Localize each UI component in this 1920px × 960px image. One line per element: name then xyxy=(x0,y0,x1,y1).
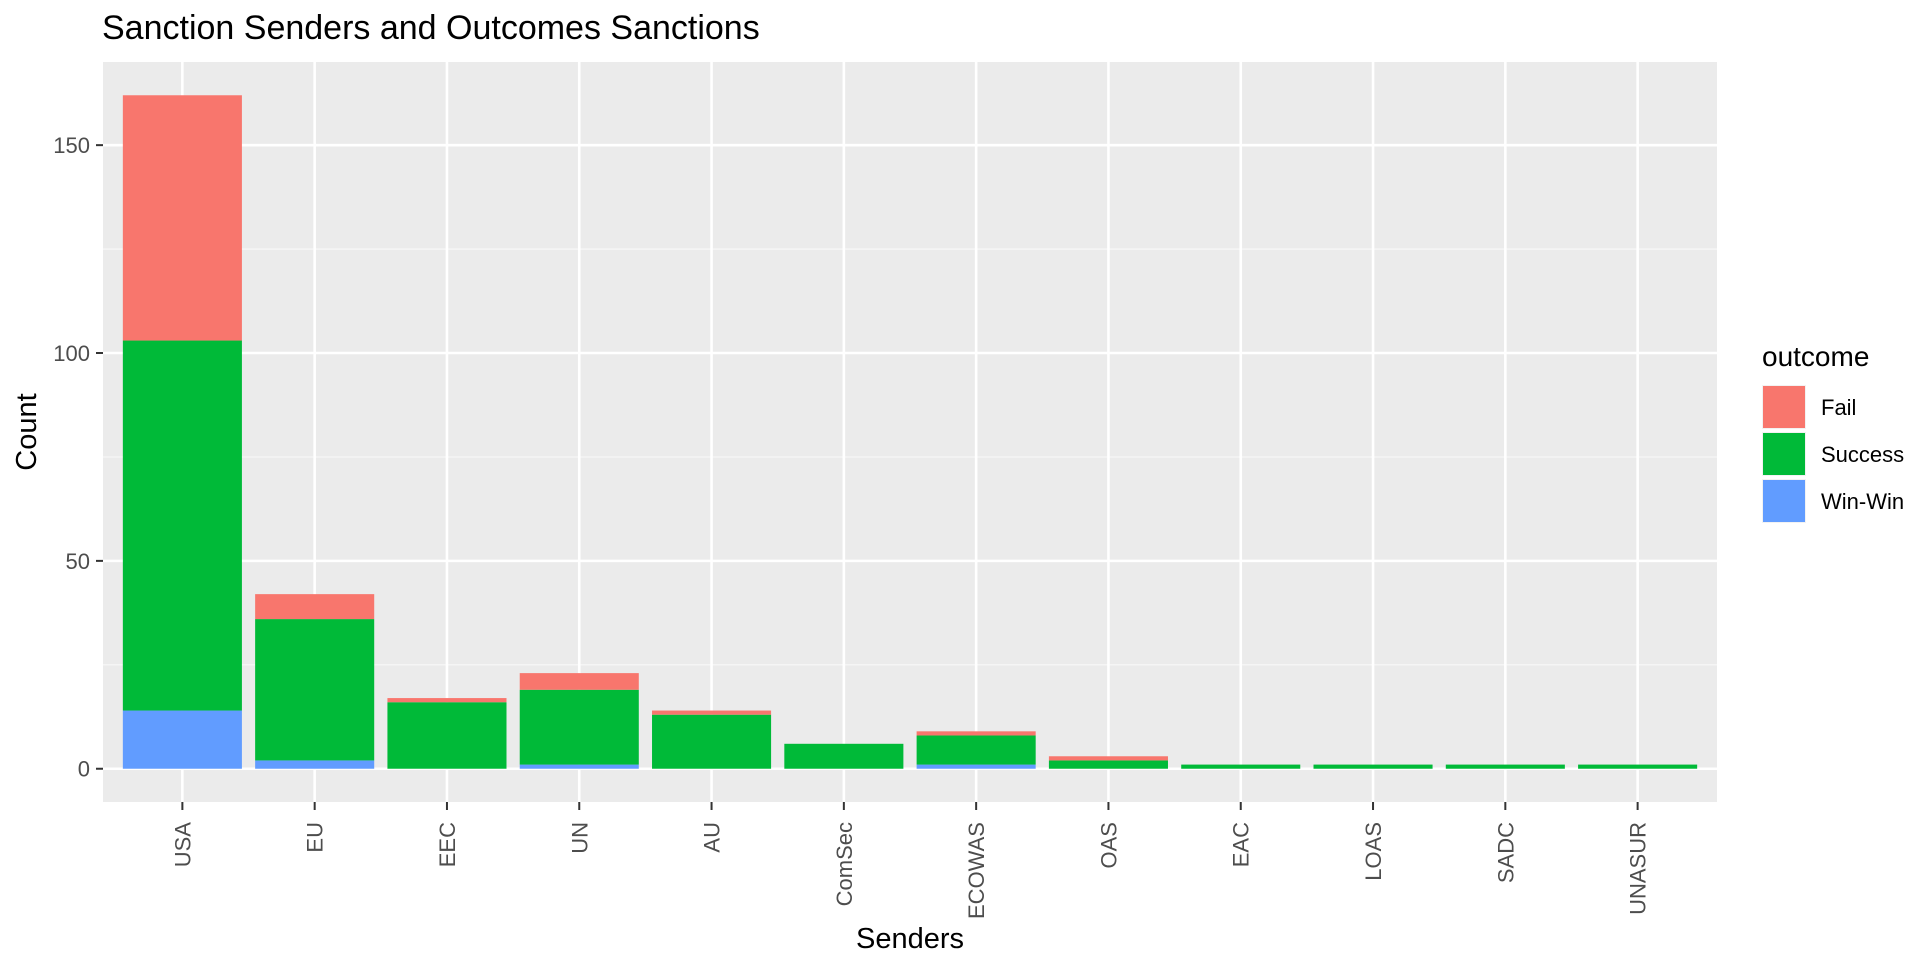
bar-au-success xyxy=(652,714,772,769)
axes: 0 50 100 150 USA EU EEC UN AU ComSec ECOWAS OAS EAC L… xyxy=(53,133,1650,919)
bar-oas-fail xyxy=(1048,756,1168,761)
bar-eec-success xyxy=(387,702,507,769)
legend-title: outcome xyxy=(1762,341,1869,372)
legend-label-fail: Fail xyxy=(1821,395,1856,420)
x-tick-label: LOAS xyxy=(1361,822,1386,881)
legend-items: Fail Success Win-Win xyxy=(1762,385,1904,523)
bar-eec-fail xyxy=(387,698,507,703)
y-tick-label: 150 xyxy=(53,133,90,158)
bar-usa-win-win xyxy=(122,710,242,769)
bar-un-win-win xyxy=(519,764,639,769)
x-tick-label: UN xyxy=(567,822,592,854)
bar-ecowas-success xyxy=(916,735,1036,765)
bar-un-success xyxy=(519,689,639,765)
x-tick-label: ComSec xyxy=(832,822,857,906)
x-tick-label: UNASUR xyxy=(1626,822,1651,915)
bars xyxy=(122,95,1698,769)
legend-swatch-win-win xyxy=(1763,480,1805,522)
bar-eu-fail xyxy=(255,594,375,620)
y-tick-label: 0 xyxy=(78,757,90,782)
x-tick-label: EAC xyxy=(1229,822,1254,867)
bar-comsec-success xyxy=(784,743,904,769)
y-axis-title: Count xyxy=(11,393,43,470)
bar-eu-success xyxy=(255,619,375,761)
legend-swatch-fail xyxy=(1763,386,1805,428)
bar-eu-win-win xyxy=(255,760,375,769)
bar-oas-success xyxy=(1048,760,1168,769)
x-tick-label: SADC xyxy=(1493,822,1518,883)
bar-usa-fail xyxy=(122,95,242,341)
x-tick-label: EU xyxy=(303,822,328,853)
bar-unasur-success xyxy=(1578,764,1698,769)
bar-loas-success xyxy=(1313,764,1433,769)
bar-sadc-success xyxy=(1445,764,1565,769)
x-tick-label: USA xyxy=(170,822,195,868)
bar-au-fail xyxy=(652,710,772,715)
bar-ecowas-fail xyxy=(916,731,1036,736)
legend-swatch-success xyxy=(1763,433,1805,475)
x-tick-label: ECOWAS xyxy=(964,822,989,919)
bar-ecowas-win-win xyxy=(916,764,1036,769)
legend: outcome Fail Success Win-Win xyxy=(1762,341,1904,523)
y-tick-label: 50 xyxy=(66,549,90,574)
x-tick-label: EEC xyxy=(435,822,460,867)
bar-eac-success xyxy=(1181,764,1301,769)
x-tick-label: OAS xyxy=(1096,822,1121,868)
x-axis-title: Senders xyxy=(856,923,964,955)
bar-un-fail xyxy=(519,673,639,690)
x-tick-label: AU xyxy=(700,822,725,853)
legend-label-success: Success xyxy=(1821,442,1904,467)
bar-usa-success xyxy=(122,340,242,711)
chart-title: Sanction Senders and Outcomes Sanctions xyxy=(102,9,760,47)
y-tick-label: 100 xyxy=(53,341,90,366)
legend-label-win-win: Win-Win xyxy=(1821,489,1904,514)
